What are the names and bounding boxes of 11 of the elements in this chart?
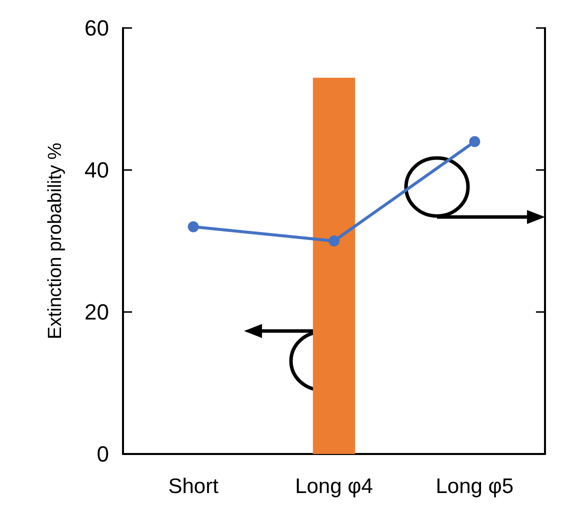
y-axis-title: Extinction probability %: [45, 142, 66, 340]
x-tick-label: Long φ5: [436, 475, 514, 498]
point: [469, 136, 480, 148]
x-tick-label: Long φ4: [295, 475, 374, 498]
point: [328, 236, 340, 246]
point: [188, 221, 199, 232]
y-tick-label: 0: [96, 442, 109, 466]
x-tick-label: Short: [168, 475, 219, 498]
y-tick-label: 20: [84, 300, 109, 324]
y-tick-label: 60: [84, 16, 109, 40]
y-tick-label: 40: [84, 158, 109, 182]
